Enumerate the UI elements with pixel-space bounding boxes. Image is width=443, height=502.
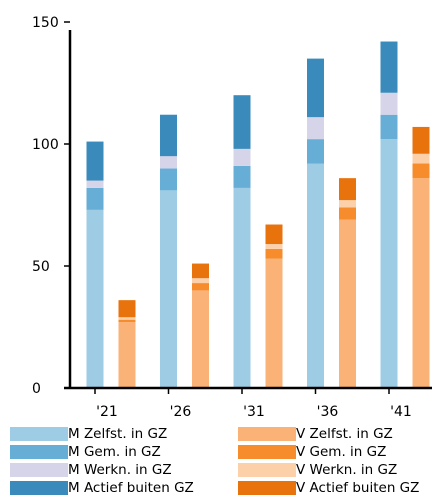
legend-label: V Zelfst. in GZ [296,426,393,442]
legend-label: V Gem. in GZ [296,444,387,460]
bar-segment [412,178,430,388]
bar-segment [233,148,251,166]
bar-segment [233,95,251,149]
x-tick-label: '41 [390,404,412,420]
bar-segment [265,248,283,259]
legend-swatch [10,445,68,459]
bar-segment [192,263,209,279]
bar-segment [307,117,324,140]
legend-swatch [238,481,296,495]
bar-segment [192,283,209,291]
bar-segment [307,163,324,388]
stacked-bar-chart: 0 50 100 150 '21 '26 '31 '36 '41 [32,15,432,420]
legend-label: M Gem. in GZ [68,444,161,460]
bar-segment [233,187,251,388]
bar-segment [192,278,209,284]
bar-segment [265,224,283,245]
legend-swatch [10,481,68,495]
legend-swatch [238,463,296,477]
legend: M Zelfst. in GZ M Gem. in GZ M Werkn. in G… [10,427,440,501]
bar-segment [307,58,324,118]
bar-segment [265,244,283,249]
y-tick-label: 50 [32,259,50,275]
legend-label: M Werkn. in GZ [68,462,172,478]
bar-segment [86,209,104,388]
legend-label: V Actief buiten GZ [296,480,420,496]
x-tick-label: '31 [243,404,265,420]
legend-swatch [238,427,296,441]
legend-swatch [238,445,296,459]
y-tick-label: 100 [32,137,59,153]
bar-segment [118,322,136,388]
legend-swatch [10,463,68,477]
bar-segment [160,156,177,169]
bar-segment [339,200,356,208]
x-tick-label: '21 [96,404,118,420]
bar-segment [265,258,283,388]
bar-segment [160,190,177,388]
bar-segment [192,290,209,388]
bar-segment [307,139,324,164]
y-tick-label: 150 [32,15,59,31]
bar-segment [380,41,398,93]
bar-segment [118,319,136,323]
bar-segment [118,317,136,320]
bar-segment [86,141,104,181]
bar-segment [380,139,398,388]
bar-segment [380,114,398,140]
bar-segment [86,180,104,188]
bar-segment [339,219,356,388]
bar-segment [86,187,104,210]
bar-segment [160,114,177,157]
bar-segment [412,126,430,154]
x-tick-label: '26 [170,404,192,420]
bar-segment [233,165,251,188]
legend-label: M Actief buiten GZ [68,480,194,496]
bar-segment [412,163,430,179]
bar-segment [339,178,356,201]
x-tick-label: '36 [317,404,339,420]
bar-segment [339,207,356,220]
bar-segment [118,300,136,318]
y-tick-label: 0 [32,381,41,397]
bar-segment [380,92,398,115]
bar-segment [412,153,430,164]
bar-segment [160,168,177,191]
legend-label: V Werkn. in GZ [296,462,398,478]
legend-label: M Zelfst. in GZ [68,426,168,442]
legend-swatch [10,427,68,441]
